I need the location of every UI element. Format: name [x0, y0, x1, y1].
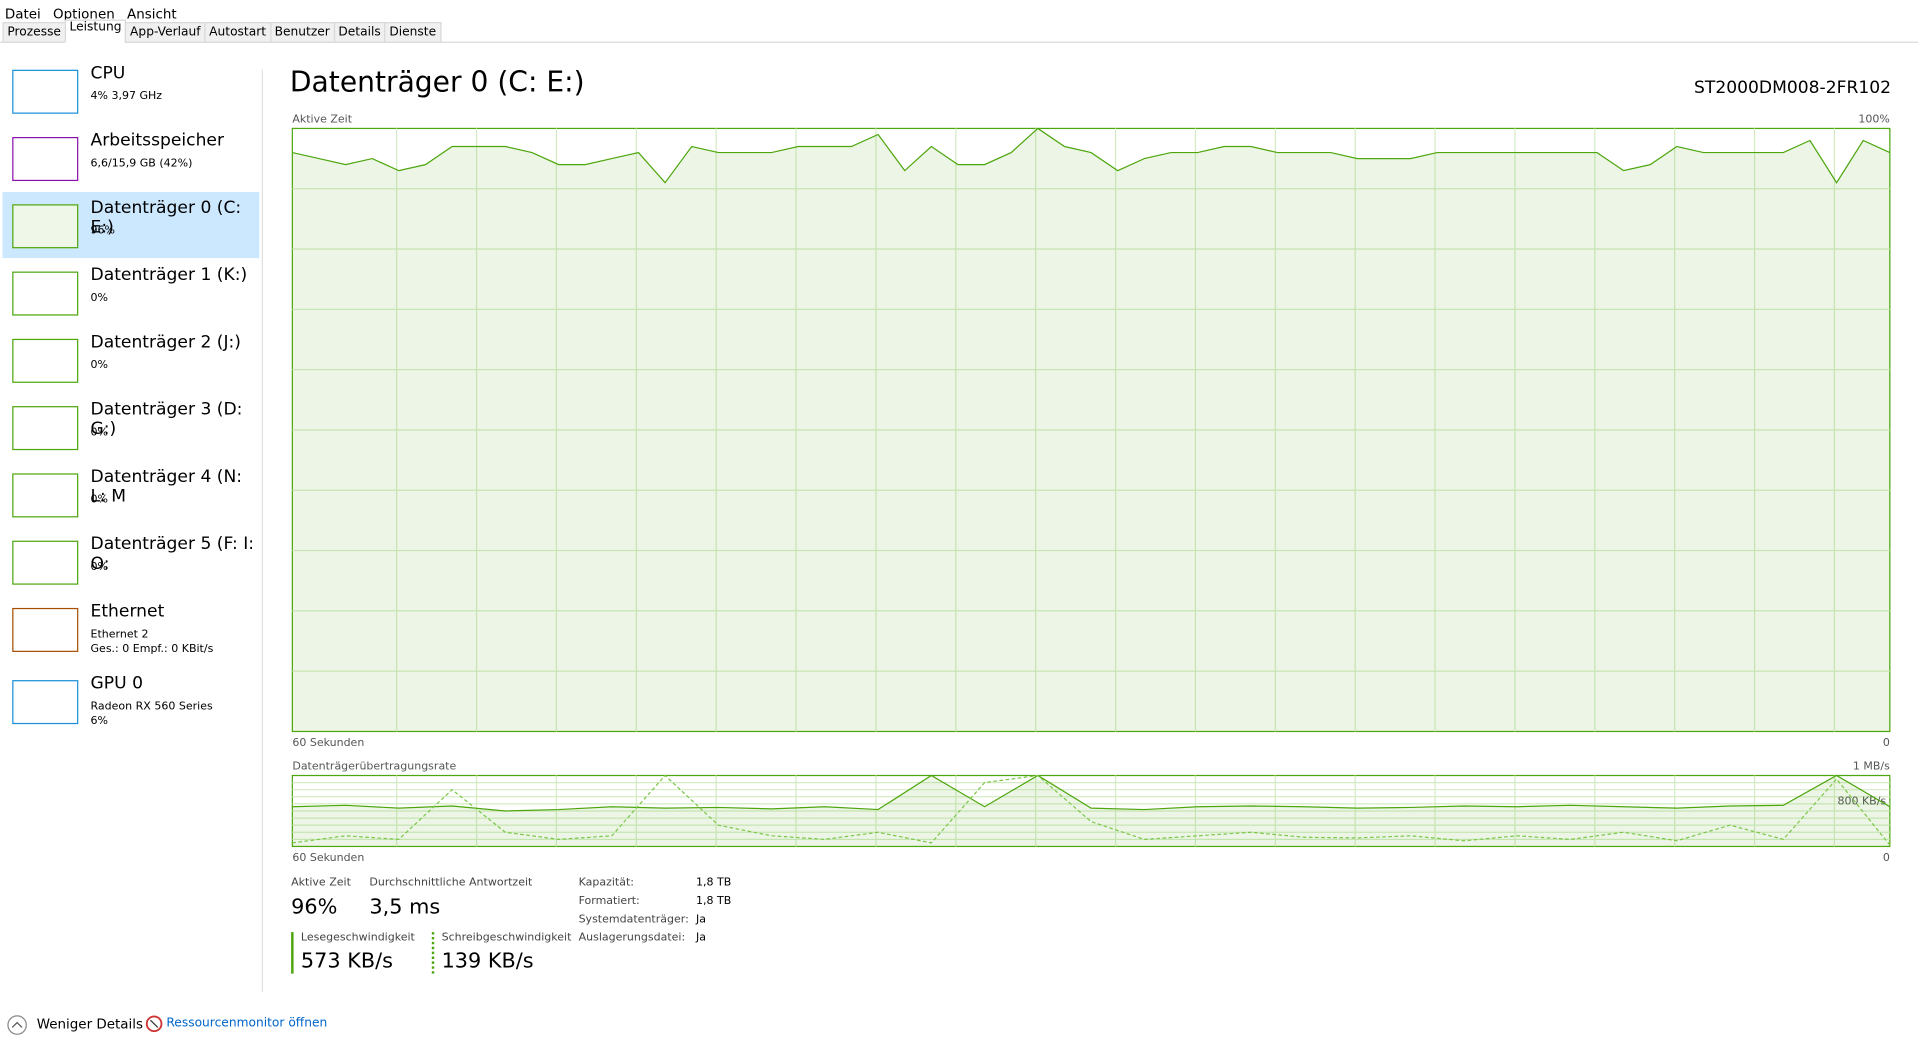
collapse-icon[interactable] [6, 1014, 30, 1038]
line [292, 127, 1891, 184]
item-detail: 0% [90, 561, 108, 574]
item-title: Datenträger 4 (N: L: M [90, 467, 243, 507]
tab[interactable]: Details [333, 22, 386, 43]
graph-label: Datenträgerübertragungsrate [292, 759, 456, 772]
item-title: Ethernet [90, 601, 165, 622]
graphs: Aktive Zeit 60 Sekunden 0 100% Datenträgerüb… [291, 112, 1891, 864]
area [292, 128, 1890, 732]
tab-border [0, 41, 1918, 43]
thumbnail [12, 607, 79, 652]
read-marker [291, 932, 294, 974]
item-title: Datenträger 3 (D: G:) [90, 399, 243, 440]
thumbnail [12, 69, 79, 114]
stat-value: 3,5 ms [369, 895, 441, 920]
sidebar-item[interactable]: Datenträger 5 (F: I: O: 0% [2, 528, 259, 594]
item-detail: 4% 3,97 GHz [90, 90, 163, 103]
property-label: Systemdatenträger: [578, 913, 689, 926]
property-value: Ja [696, 913, 706, 926]
graph-label: Aktive Zeit [292, 112, 352, 125]
stat-value: 139 KB/s [441, 949, 534, 974]
y-tick-label: 1 MB/s [1853, 759, 1890, 772]
tab[interactable]: Dienste [384, 22, 442, 43]
thumbnail [12, 338, 79, 383]
menu-item[interactable]: Ansicht [126, 6, 177, 23]
stat-value: 96% [291, 895, 338, 920]
stat-label: Durchschnittliche Antwortzeit [369, 877, 533, 890]
line [292, 774, 1891, 846]
thumbnail [12, 680, 79, 725]
sidebar-item[interactable]: Datenträger 1 (K:) 0% [2, 259, 259, 325]
x-end-label: 0 [1883, 851, 1890, 864]
menu-item[interactable]: Optionen [53, 6, 115, 23]
item-title: CPU [90, 63, 126, 84]
item-detail: 0% [90, 494, 108, 507]
menu-bar: Datei Optionen Ansicht [5, 0, 189, 23]
tab[interactable]: Prozesse [2, 22, 66, 43]
item-title: Datenträger 5 (F: I: O: [90, 534, 255, 574]
item-detail: Radeon RX 560 Series [90, 700, 213, 714]
y-tick-label: 100% [1858, 112, 1889, 125]
tab[interactable]: Leistung [64, 19, 127, 43]
item-detail: 6% [90, 715, 108, 728]
resource-monitor-link[interactable]: Ressourcenmonitor öffnen [166, 1016, 328, 1030]
tab[interactable]: Autostart [204, 22, 271, 43]
item-title: Datenträger 0 (C: E:) [90, 198, 242, 238]
stat-label: Aktive Zeit [291, 877, 351, 890]
less-details[interactable]: Weniger Details [36, 1016, 144, 1033]
property-value: 1,8 TB [696, 895, 732, 908]
stat-label: Schreibgeschwindigkeit [441, 932, 572, 945]
panel-title: Datenträger 0 (C: E:) [289, 67, 585, 100]
sidebar-item[interactable]: Ethernet Ethernet 2 Ges.: 0 Empf.: 0 KBit/… [2, 596, 259, 662]
tab[interactable]: App-Verlauf [125, 22, 206, 43]
item-detail: 0% [90, 292, 108, 305]
stat-label: Lesegeschwindigkeit [300, 932, 415, 945]
item-detail: 96% [90, 225, 115, 238]
sidebar-item[interactable]: CPU 4% 3,97 GHz [2, 57, 259, 123]
thumbnail [12, 136, 79, 182]
item-detail: 6,6/15,9 GB (42%) [90, 157, 193, 171]
line [292, 774, 1891, 812]
area [292, 775, 1890, 847]
item-detail: 0% [90, 359, 108, 372]
property-label: Formatiert: [578, 895, 640, 908]
item-title: GPU 0 [90, 673, 143, 694]
monitor-icon[interactable] [145, 1015, 166, 1035]
sidebar-item[interactable]: Arbeitsspeicher 6,6/15,9 GB (42%) [2, 125, 259, 191]
property-value: Ja [696, 932, 706, 945]
sidebar-item[interactable]: Datenträger 4 (N: L: M 0% [2, 461, 259, 527]
x-start-label: 60 Sekunden [292, 736, 364, 749]
x-end-label: 0 [1883, 736, 1890, 749]
thumbnail [12, 406, 79, 451]
item-detail: Ges.: 0 Empf.: 0 KBit/s [90, 643, 214, 656]
property-label: Kapazität: [578, 877, 635, 890]
sidebar-item[interactable]: Datenträger 3 (D: G:) 0% [2, 394, 259, 460]
stat-value: 573 KB/s [300, 949, 393, 974]
item-detail: Ethernet 2 [90, 628, 149, 641]
sidebar-item[interactable]: Datenträger 2 (J:) 0% [2, 327, 259, 393]
property-value: 1,8 TB [696, 877, 732, 890]
menu-item[interactable]: Datei [4, 6, 41, 23]
item-detail: 0% [90, 426, 108, 440]
thumbnail [12, 204, 79, 249]
divider [261, 69, 263, 993]
item-title: Arbeitsspeicher [90, 130, 225, 151]
sidebar-item[interactable]: GPU 0 Radeon RX 560 Series 6% [2, 668, 259, 734]
thumbnail [12, 540, 79, 585]
thumbnail [12, 473, 79, 518]
property-label: Auslagerungsdatei: [578, 932, 686, 945]
item-title: Datenträger 1 (K:) [90, 265, 248, 286]
tab-bar: Prozesse Leistung App-Verlauf Autostart Benu… [2, 19, 442, 43]
thumbnail [12, 271, 79, 316]
disk-model: ST2000DM008-2FR102 [1693, 78, 1892, 98]
x-start-label: 60 Sekunden [292, 851, 364, 864]
write-marker [431, 932, 435, 974]
sidebar-item[interactable]: Datenträger 0 (C: E:) 96% [2, 192, 260, 259]
item-title: Datenträger 2 (J:) [90, 332, 241, 353]
